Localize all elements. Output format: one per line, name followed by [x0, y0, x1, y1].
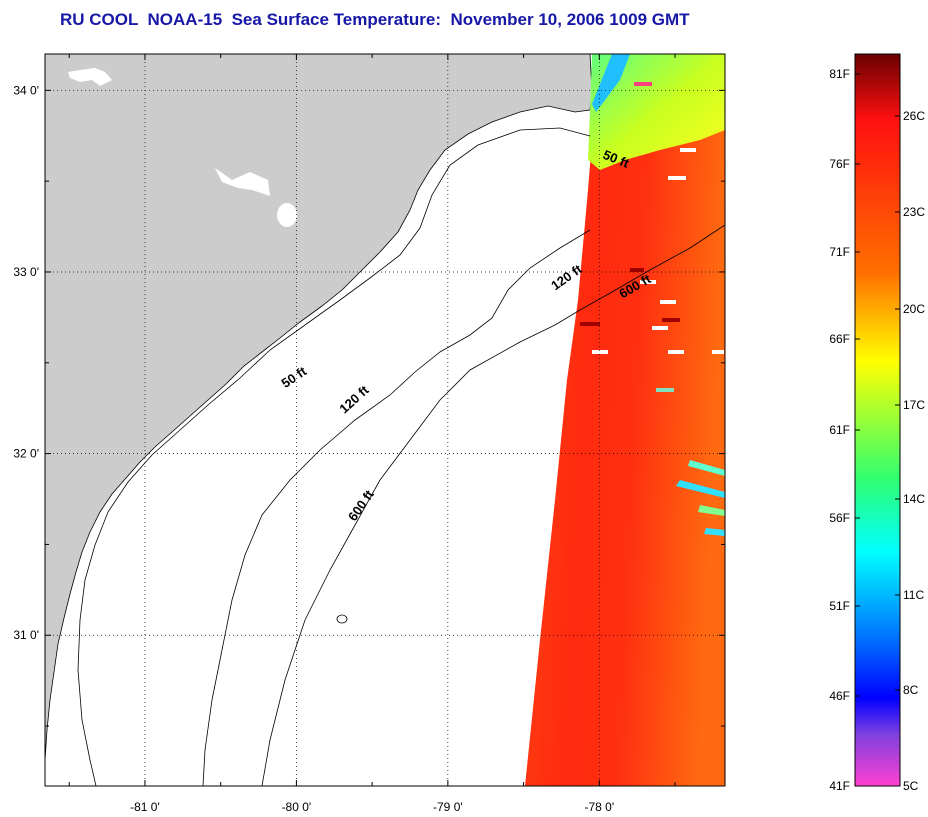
colorbar-fahrenheit-label: 41F — [829, 779, 850, 793]
contour-600ft — [261, 224, 725, 786]
inland-lake — [68, 68, 112, 86]
contour-50ft — [77, 127, 591, 786]
contour-600ft-seamount — [336, 614, 348, 624]
sst-cool-streaks — [634, 82, 725, 536]
colorbar-fahrenheit-label: 76F — [829, 157, 850, 171]
lon-tick-label: -78 0' — [584, 800, 614, 814]
inland-lake — [215, 168, 270, 196]
inland-lake — [277, 203, 297, 227]
sst-warm-patches — [580, 268, 680, 326]
lat-tick-label: 33 0' — [13, 265, 39, 279]
contour-120ft — [202, 229, 591, 786]
graticule — [45, 54, 725, 786]
map-frame — [44, 53, 726, 787]
colorbar-celsius-label: 5C — [903, 779, 919, 793]
axis-labels: -81 0' -80 0' -79 0' -78 0' 34 0' 33 0' 32 0' 3… — [13, 54, 725, 814]
lon-tick-label: -80 0' — [282, 800, 312, 814]
lat-tick-label: 34 0' — [13, 83, 39, 97]
sst-nearshore-cold — [592, 54, 630, 112]
figure-title: RU COOL NOAA-15 Sea Surface Temperature:… — [60, 10, 690, 29]
colorbar-celsius-label: 23C — [903, 205, 925, 219]
colorbar-celsius-label: 17C — [903, 398, 925, 412]
colorbar-fahrenheit-label: 61F — [829, 423, 850, 437]
sst-northern-water — [588, 54, 725, 170]
sst-swath — [525, 125, 725, 786]
land-mass — [45, 54, 593, 786]
colorbar-celsius-label: 26C — [903, 109, 925, 123]
lat-tick-label: 32 0' — [13, 447, 39, 461]
colorbar-scale — [854, 53, 901, 787]
lat-tick-label: 31 0' — [13, 628, 39, 642]
colorbar-celsius-label: 20C — [903, 302, 925, 316]
colorbar-fahrenheit-label: 66F — [829, 332, 850, 346]
colorbar-celsius-label: 14C — [903, 492, 925, 506]
colorbar-celsius-label: 11C — [903, 588, 924, 602]
colorbar-fahrenheit-label: 56F — [829, 511, 850, 525]
colorbar-fahrenheit-label: 81F — [829, 67, 850, 81]
cloud-gaps — [592, 148, 724, 354]
colorbar-celsius-label: 8C — [903, 683, 919, 697]
colorbar-fahrenheit-label: 71F — [829, 245, 850, 259]
lon-tick-label: -79 0' — [433, 800, 463, 814]
colorbar-fahrenheit-label: 51F — [829, 599, 850, 613]
colorbar-fahrenheit-label: 46F — [829, 689, 850, 703]
colorbar-labels: 81F 76F 71F 66F 61F 56F 51F 46F 41F 26C 23C 20C 17C 1… — [829, 67, 925, 793]
lon-tick-label: -81 0' — [130, 800, 160, 814]
